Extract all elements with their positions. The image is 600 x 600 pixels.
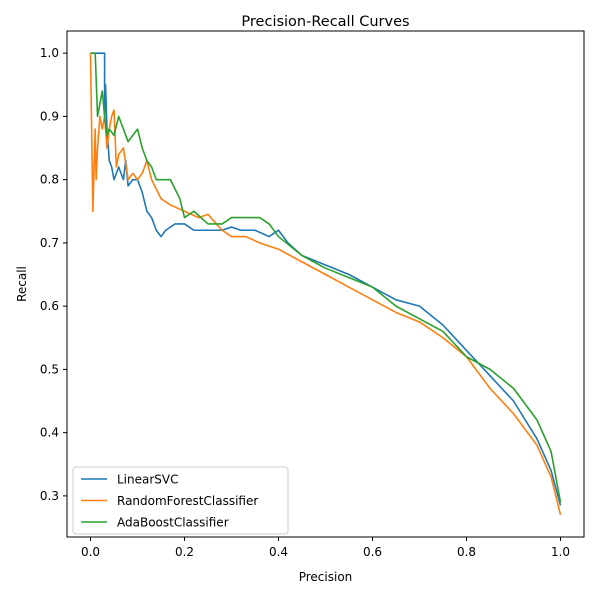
legend: LinearSVC RandomForestClassifier AdaBoostC… [72,466,289,535]
y-tick-label: 0.7 [40,236,59,250]
series-line-LinearSVC [90,52,562,506]
y-tick-label: 0.9 [40,109,59,123]
series-line-AdaBoostClassifier [90,52,562,503]
series-layer [89,52,562,516]
x-tick-label: 0.8 [457,545,476,559]
x-tick-label: 0.4 [269,545,288,559]
x-tick-label: 0.2 [175,545,194,559]
x-axis: 0.0 0.2 0.4 0.6 0.8 1.0 [81,537,570,559]
legend-items: LinearSVC RandomForestClassifier AdaBoostC… [81,473,258,530]
y-axis-label: Recall [15,266,29,302]
legend-label-LinearSVC: LinearSVC [117,473,179,487]
y-tick-label: 0.5 [40,362,59,376]
y-tick-label: 1.0 [40,46,59,60]
legend-label-RandomForestClassifier: RandomForestClassifier [117,494,258,508]
legend-box [72,466,289,535]
plot-area [67,31,584,537]
y-tick-label: 0.3 [40,489,59,503]
y-tick-label: 0.8 [40,173,59,187]
x-axis-label: Precision [299,570,353,584]
y-axis: 0.3 0.4 0.5 0.6 0.7 0.8 0.9 1.0 [40,46,67,503]
y-tick-label: 0.4 [40,426,59,440]
chart-title: Precision-Recall Curves [241,14,409,30]
x-tick-label: 0.6 [363,545,382,559]
x-tick-label: 1.0 [551,545,570,559]
y-tick-label: 0.6 [40,299,59,313]
legend-label-AdaBoostClassifier: AdaBoostClassifier [117,516,229,530]
plot-frame [66,30,585,538]
x-tick-label: 0.0 [81,545,100,559]
